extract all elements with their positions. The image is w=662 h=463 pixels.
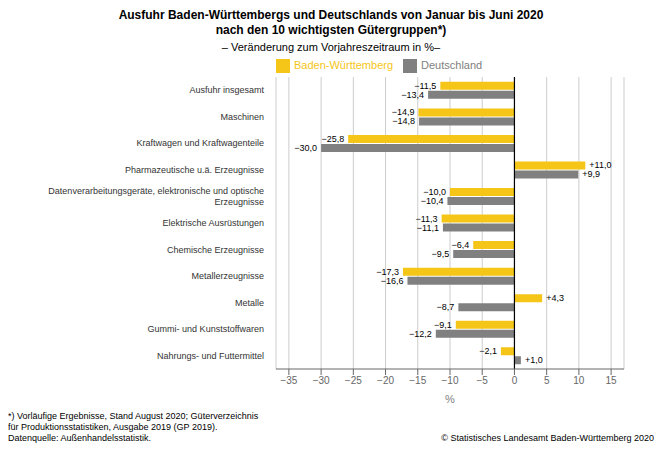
svg-text:−14,9: −14,9 [391, 107, 415, 118]
svg-text:Datenverarbeitungsgeräte, elek: Datenverarbeitungsgeräte, elektronische … [48, 186, 264, 207]
svg-text:−25,8: −25,8 [321, 134, 344, 144]
svg-text:−30,0: −30,0 [294, 143, 317, 153]
svg-text:−5: −5 [477, 375, 489, 386]
svg-text:Kraftwagen und Kraftwagenteile: Kraftwagen und Kraftwagenteile [136, 138, 264, 148]
html-text:für Produktionsstatistiken, Au: für Produktionsstatistiken, Ausgabe 2019… [8, 422, 218, 432]
svg-text:Pharmazeutische u.ä. Erzeugnis: Pharmazeutische u.ä. Erzeugnisse [125, 165, 264, 175]
svg-text:−9,5: −9,5 [431, 249, 449, 259]
svg-text:5: 5 [544, 375, 550, 386]
svg-text:−11,1: −11,1 [417, 223, 439, 233]
svg-text:−30: −30 [313, 375, 330, 386]
svg-text:10: 10 [573, 375, 585, 386]
svg-text:−20: −20 [377, 375, 394, 386]
html-text:– Veränderung zum Vorjahreszei: – Veränderung zum Vorjahreszeitraum in %… [221, 41, 441, 53]
svg-text:−13,4: −13,4 [401, 90, 424, 100]
svg-text:0: 0 [512, 375, 518, 386]
svg-text:−2,1: −2,1 [479, 346, 497, 356]
svg-text:Chemische Erzeugnisse: Chemische Erzeugnisse [167, 245, 264, 255]
html-text:Deutschland: Deutschland [421, 59, 483, 71]
html-text:© Statistisches Landesamt Bade: © Statistisches Landesamt Baden-Württemb… [441, 433, 654, 443]
svg-text:−10,4: −10,4 [421, 196, 444, 206]
svg-text:+1,0: +1,0 [525, 355, 543, 365]
svg-text:−14,8: −14,8 [392, 116, 415, 126]
svg-text:−8,7: −8,7 [437, 302, 455, 312]
svg-text:−11,5: −11,5 [414, 80, 437, 91]
svg-text:−17,3: −17,3 [376, 266, 399, 277]
svg-text:−35: −35 [280, 375, 297, 386]
html-text:Datenquelle: Außenhandelsstati: Datenquelle: Außenhandelsstatistik. [8, 433, 152, 443]
svg-text:Nahrungs- und Futtermittel: Nahrungs- und Futtermittel [157, 351, 264, 361]
svg-text:Metalle: Metalle [235, 298, 264, 308]
svg-text:Metallerzeugnisse: Metallerzeugnisse [191, 271, 264, 281]
svg-text:+9,9: +9,9 [582, 169, 600, 179]
svg-text:Maschinen: Maschinen [220, 112, 264, 122]
svg-text:15: 15 [606, 375, 618, 386]
svg-text:−15: −15 [409, 375, 426, 386]
html-text:nach den 10 wichtigsten Güterg: nach den 10 wichtigsten Gütergruppen*) [215, 23, 447, 37]
svg-text:+4,3: +4,3 [546, 293, 564, 303]
svg-text:Elektrische Ausrüstungen: Elektrische Ausrüstungen [162, 218, 264, 228]
svg-text:−9,1: −9,1 [434, 320, 452, 330]
html-text:Ausfuhr Baden-Württembergs und: Ausfuhr Baden-Württembergs und Deutschla… [118, 8, 544, 22]
svg-text:+11,0: +11,0 [589, 160, 612, 171]
svg-text:Ausfuhr insgesamt: Ausfuhr insgesamt [189, 85, 264, 95]
svg-text:−10,0: −10,0 [423, 187, 446, 197]
html-text:*) Vorläufige Ergebnisse, Stan: *) Vorläufige Ergebnisse, Stand August 2… [8, 411, 259, 421]
svg-text:%: % [445, 393, 455, 405]
html-text:Baden-Württemberg: Baden-Württemberg [294, 59, 393, 71]
svg-text:−12,2: −12,2 [409, 329, 432, 339]
svg-text:−6,4: −6,4 [451, 240, 469, 250]
svg-text:−10: −10 [442, 375, 459, 386]
svg-text:Gummi- und Kunststoffwaren: Gummi- und Kunststoffwaren [148, 324, 264, 334]
svg-text:−11,3: −11,3 [415, 213, 438, 224]
svg-text:−25: −25 [345, 375, 362, 386]
svg-text:−16,6: −16,6 [381, 276, 404, 286]
